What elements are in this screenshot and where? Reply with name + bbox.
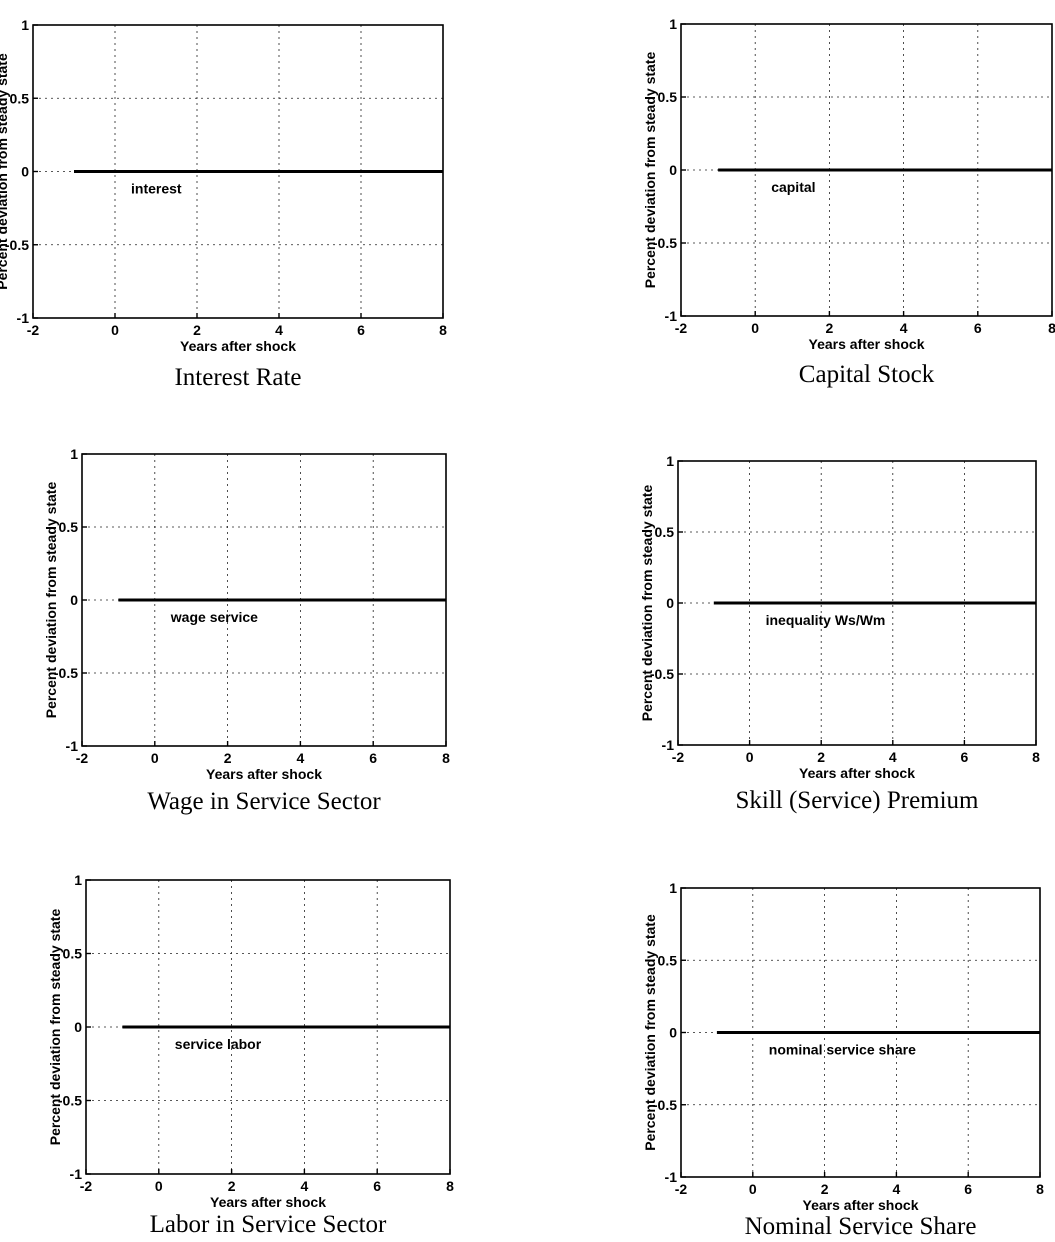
y-tick-label: -1 [17, 310, 30, 326]
x-tick-label: 2 [821, 1181, 829, 1197]
chart-panel-3: -2 0 2 4 6 8 1 0.5 0 -0.5 -1 Years after shock Perce… [43, 446, 450, 815]
x-tick-label: 0 [751, 320, 759, 336]
panel-caption: Nominal Service Share [745, 1213, 977, 1240]
x-tick-label: -2 [675, 320, 688, 336]
y-tick-label: -1 [665, 308, 678, 324]
y-tick-label: 1 [70, 446, 78, 462]
x-tick-label: 2 [228, 1178, 236, 1194]
series-label: nominal service share [769, 1042, 916, 1058]
y-axis-label: Percent deviation from steady state [47, 909, 63, 1146]
x-tick-label: 4 [297, 750, 305, 766]
x-tick-label: 2 [193, 322, 201, 338]
y-tick-label: 0 [21, 164, 29, 180]
x-tick-label: -2 [27, 322, 40, 338]
y-tick-label: 0.5 [59, 519, 79, 535]
x-axis-label: Years after shock [206, 766, 322, 782]
y-tick-label: -0.5 [650, 666, 674, 682]
y-tick-label: -1 [662, 737, 675, 753]
x-tick-label: 4 [889, 749, 897, 765]
y-axis-label: Percent deviation from steady state [642, 914, 658, 1151]
chart-panel-5: -2 0 2 4 6 8 1 0.5 0 -0.5 -1 Years after shock Perce… [47, 872, 454, 1238]
y-tick-label: -1 [66, 738, 79, 754]
x-tick-label: -2 [76, 750, 89, 766]
x-tick-label: 8 [1048, 320, 1055, 336]
x-axis-label: Years after shock [180, 338, 296, 354]
y-tick-label: 1 [666, 453, 674, 469]
x-tick-label: 2 [817, 749, 825, 765]
panel-caption: Wage in Service Sector [147, 788, 381, 815]
x-tick-label: -2 [80, 1178, 93, 1194]
series-label: inequality Ws/Wm [766, 612, 886, 628]
y-tick-label: 1 [669, 880, 677, 896]
y-axis-label: Percent deviation from steady state [0, 53, 10, 290]
x-tick-label: -2 [675, 1181, 688, 1197]
x-axis-label: Years after shock [799, 765, 915, 781]
panel-caption: Interest Rate [174, 364, 301, 391]
x-tick-label: 6 [369, 750, 377, 766]
x-tick-label: 6 [373, 1178, 381, 1194]
y-tick-label: 0.5 [655, 524, 675, 540]
y-tick-label: 0.5 [658, 89, 678, 105]
x-tick-label: 0 [155, 1178, 163, 1194]
chart-panel-1: -2 0 2 4 6 8 1 0.5 0 -0.5 -1 Years after shock Perce… [0, 17, 447, 391]
y-tick-label: -0.5 [653, 235, 677, 251]
y-tick-label: 0 [669, 162, 677, 178]
y-tick-label: 0.5 [63, 946, 83, 962]
x-tick-label: 8 [1036, 1181, 1044, 1197]
y-axis-label: Percent deviation from steady state [642, 52, 658, 289]
series-label: service labor [175, 1036, 262, 1052]
panel-caption: Capital Stock [799, 361, 935, 388]
y-tick-label: 0.5 [658, 952, 678, 968]
y-tick-label: -1 [70, 1166, 83, 1182]
y-axis-label: Percent deviation from steady state [639, 485, 655, 722]
series-label: interest [131, 181, 182, 197]
series-label: capital [771, 179, 815, 195]
x-tick-label: 4 [900, 320, 908, 336]
x-tick-label: 6 [357, 322, 365, 338]
x-tick-label: -2 [672, 749, 685, 765]
x-axis-label: Years after shock [803, 1197, 919, 1213]
panel-caption: Skill (Service) Premium [735, 787, 979, 814]
x-tick-label: 6 [964, 1181, 972, 1197]
x-tick-label: 6 [961, 749, 969, 765]
chart-panel-4: -2 0 2 4 6 8 1 0.5 0 -0.5 -1 Years after shock Perce… [639, 453, 1040, 814]
y-tick-label: -0.5 [58, 1093, 82, 1109]
y-tick-label: 0 [74, 1019, 82, 1035]
x-tick-label: 4 [301, 1178, 309, 1194]
x-tick-label: 8 [442, 750, 450, 766]
series-label: wage service [170, 609, 258, 625]
y-tick-label: -0.5 [5, 237, 29, 253]
x-tick-label: 8 [1032, 749, 1040, 765]
chart-panel-2: -2 0 2 4 6 8 1 0.5 0 -0.5 -1 Years after shock Perce… [642, 16, 1055, 388]
x-tick-label: 0 [151, 750, 159, 766]
x-tick-label: 8 [439, 322, 447, 338]
x-axis-label: Years after shock [809, 336, 925, 352]
x-tick-label: 4 [275, 322, 283, 338]
x-axis-label: Years after shock [210, 1194, 326, 1210]
y-axis-label: Percent deviation from steady state [43, 482, 59, 719]
panel-caption: Labor in Service Sector [150, 1211, 387, 1238]
y-tick-label: -0.5 [653, 1097, 677, 1113]
y-tick-label: 0 [669, 1025, 677, 1041]
x-tick-label: 8 [446, 1178, 454, 1194]
x-tick-label: 0 [746, 749, 754, 765]
x-tick-label: 4 [893, 1181, 901, 1197]
x-tick-label: 2 [826, 320, 834, 336]
x-tick-label: 0 [749, 1181, 757, 1197]
y-tick-label: 1 [21, 17, 29, 33]
x-tick-label: 6 [974, 320, 982, 336]
x-tick-label: 2 [224, 750, 232, 766]
y-tick-label: -1 [665, 1169, 678, 1185]
y-tick-label: 1 [74, 872, 82, 888]
x-tick-label: 0 [111, 322, 119, 338]
chart-panel-6: -2 0 2 4 6 8 1 0.5 0 -0.5 -1 Years after shock Perce… [642, 880, 1044, 1240]
y-tick-label: 1 [669, 16, 677, 32]
y-tick-label: 0.5 [10, 90, 30, 106]
y-tick-label: -0.5 [54, 665, 78, 681]
y-tick-label: 0 [70, 592, 78, 608]
y-tick-label: 0 [666, 595, 674, 611]
